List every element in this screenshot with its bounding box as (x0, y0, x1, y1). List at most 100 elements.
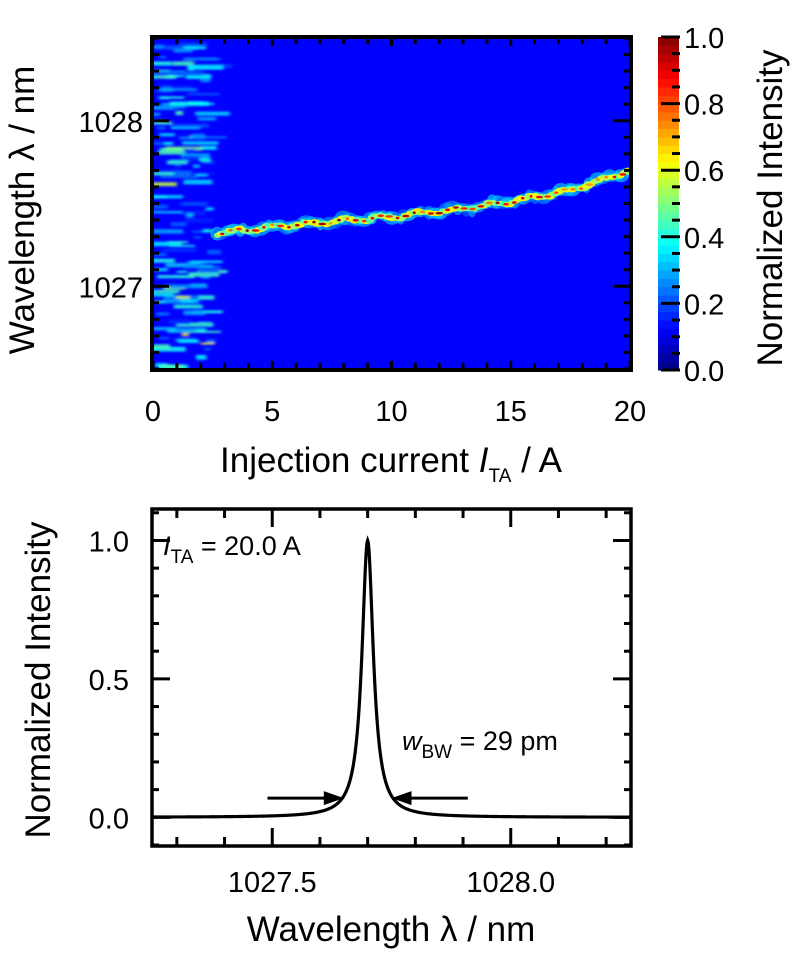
colorbar-cell (658, 253, 679, 263)
noise-blob (194, 136, 227, 139)
noise-blob (203, 160, 216, 165)
colorbar-cell (658, 153, 679, 163)
ridge-core (427, 212, 434, 215)
colorbar-cell (658, 311, 679, 321)
colorbar-tick-label: 0.6 (684, 156, 724, 188)
noise-blob (175, 295, 190, 299)
noise-blob (157, 126, 166, 130)
ridge-core (245, 229, 249, 232)
colorbar-cell (658, 220, 679, 229)
colorbar-cell (658, 145, 679, 155)
colorbar-cell (658, 136, 679, 146)
noise-blob (158, 169, 180, 173)
ridge-core (277, 224, 285, 228)
colorbar-cell (658, 95, 679, 105)
ridge-core (578, 187, 584, 190)
ridge-core (445, 208, 450, 212)
current-annotation: ITA = 20.0 A (163, 531, 301, 568)
noise-blob (160, 364, 184, 369)
noise-blob (200, 146, 217, 150)
ridge-core (412, 211, 416, 214)
noise-blob (171, 222, 187, 227)
ridge-core (370, 217, 375, 220)
noise-blob (175, 110, 183, 116)
ridge-core (329, 222, 333, 225)
noise-blob (164, 142, 173, 145)
noise-blob (158, 88, 198, 92)
noise-blob (153, 253, 167, 256)
noise-blob (153, 204, 168, 209)
noise-blob (200, 79, 211, 83)
colorbar-cell (658, 228, 679, 238)
heatmap-y-axis-title: Wavelength λ / nm (3, 66, 42, 355)
noise-blob (180, 299, 199, 304)
ridge-core (529, 194, 533, 198)
ridge-core (295, 223, 300, 227)
ridge-core (460, 207, 468, 210)
spectrum-panel: 1027.5 1028.0 0.0 0.5 1.0 ITA = 20.0 A wBW … (19, 507, 633, 949)
noise-blob (153, 300, 168, 304)
colorbar-cell (658, 203, 679, 213)
colorbar-cell (658, 236, 679, 246)
noise-blob (160, 175, 198, 179)
noise-blob (198, 295, 215, 300)
x-tick-label: 5 (264, 396, 280, 428)
noise-blob (165, 146, 203, 151)
noise-blob (188, 272, 220, 277)
arrow-head (323, 791, 344, 806)
noise-blob (153, 241, 182, 247)
noise-blob (197, 269, 220, 273)
ridge-core (419, 210, 426, 214)
ridge-core (561, 188, 568, 191)
linewidth-annotation: wBW = 29 pm (402, 726, 558, 763)
colorbar: 0.0 0.2 0.4 0.6 0.8 1.0 Normalized Intensity (658, 23, 790, 388)
noise-blob (183, 46, 206, 50)
noise-blob (173, 48, 193, 53)
noise-blob (153, 289, 180, 294)
ridge-core (477, 205, 485, 208)
noise-blob (183, 201, 208, 206)
spectrum-line (153, 535, 630, 819)
noise-blob (195, 174, 208, 177)
noise-blob (173, 304, 203, 309)
ridge-core (544, 195, 552, 198)
spectrum-y-tick-labels: 0.0 0.5 1.0 (89, 526, 129, 835)
noise-blob (183, 148, 196, 153)
noise-blob (183, 330, 221, 333)
colorbar-cell (658, 195, 679, 204)
ridge-core (595, 178, 600, 181)
ridge-core (553, 191, 559, 194)
colorbar-title: Normalized Intensity (751, 49, 790, 367)
y-tick-label: 1028 (78, 107, 143, 139)
noise-blob (183, 266, 221, 269)
colorbar-cell (658, 336, 679, 346)
noise-blob (206, 339, 216, 344)
noise-blob (166, 61, 194, 66)
colorbar-cell (658, 245, 679, 254)
noise-blob (181, 333, 189, 337)
noise-blob (158, 150, 186, 155)
noise-blob (153, 344, 170, 349)
noise-blob (168, 319, 191, 325)
noise-blob (153, 268, 168, 272)
y-tick-label: 1027 (78, 272, 143, 304)
x-tick-label: 20 (614, 396, 646, 428)
noise-blob (171, 158, 196, 162)
x-tick-label: 0 (145, 396, 161, 428)
noise-blob (153, 293, 175, 297)
heatmap-emission-ridge (210, 167, 630, 241)
noise-blob (174, 164, 182, 168)
noise-blob (200, 342, 215, 345)
colorbar-cell (658, 295, 679, 304)
heatmap-noise-region (153, 42, 233, 369)
ridge-core (503, 202, 509, 206)
ridge-core (385, 215, 393, 218)
noise-blob (156, 312, 170, 316)
colorbar-cell (658, 70, 679, 80)
noise-blob (153, 328, 183, 331)
noise-blob (178, 42, 208, 46)
colorbar-tick-label: 0.0 (684, 356, 724, 388)
ridge-core (287, 225, 291, 229)
colorbar-cell (658, 103, 679, 113)
y-tick-label: 0.5 (89, 665, 129, 697)
